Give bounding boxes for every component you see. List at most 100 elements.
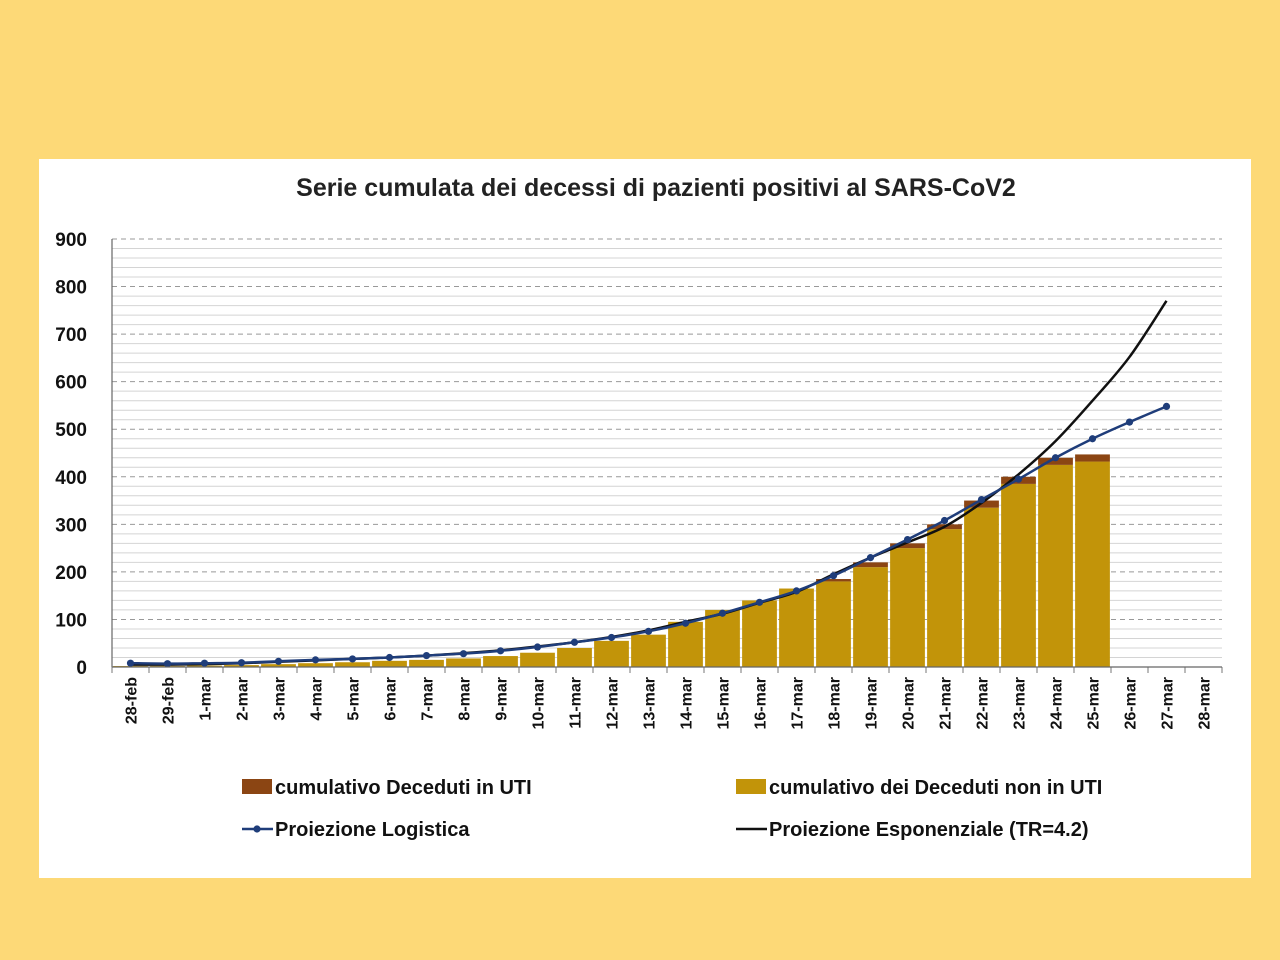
- logistic-projection: [126, 402, 1171, 668]
- bar-non-uti: [298, 663, 333, 667]
- x-tick-label: 12-mar: [605, 677, 622, 729]
- x-tick-label: 11-mar: [568, 677, 585, 729]
- x-tick-label: 5-mar: [346, 677, 363, 721]
- x-tick-label: 19-mar: [864, 677, 881, 729]
- y-axis-ticks: 0 100 200 300 400 500 600 700 800 900: [55, 230, 87, 679]
- logistic-point: [940, 516, 949, 525]
- x-axis-ticks: 28-feb 29-feb 1-mar 2-mar 3-mar 4-mar 5-mar 6-m…: [124, 677, 1214, 730]
- logistic-point: [274, 657, 283, 665]
- chart-card: Serie cumulata dei decessi di pazienti p…: [39, 159, 1251, 878]
- x-tick-label: 6-mar: [383, 677, 400, 721]
- legend-label: Proiezione Logistica: [275, 819, 470, 841]
- chart: Serie cumulata dei decessi di pazienti p…: [55, 174, 1223, 841]
- grid: [111, 238, 1223, 673]
- y-tick-label: 0: [76, 658, 87, 679]
- logistic-point: [866, 554, 875, 562]
- bar-non-uti: [1001, 483, 1036, 667]
- x-tick-label: 17-mar: [790, 677, 807, 729]
- bar-uti: [816, 579, 851, 582]
- y-tick-label: 600: [55, 373, 87, 394]
- bar-non-uti: [964, 507, 999, 667]
- logistic-point: [570, 638, 579, 646]
- logistic-point: [1162, 402, 1171, 410]
- x-tick-label: 21-mar: [938, 677, 955, 729]
- legend-label: cumulativo Deceduti in UTI: [275, 777, 532, 799]
- y-tick-label: 700: [55, 325, 87, 346]
- bar-non-uti: [446, 658, 481, 667]
- x-tick-label: 25-mar: [1086, 677, 1103, 729]
- y-tick-label: 500: [55, 420, 87, 441]
- bar-non-uti: [335, 662, 370, 667]
- logistic-point: [755, 598, 764, 606]
- logistic-point: [163, 660, 172, 668]
- bar-non-uti: [890, 548, 925, 667]
- bar-non-uti: [483, 656, 518, 667]
- bar-non-uti: [705, 609, 740, 667]
- bar-uti: [853, 562, 888, 568]
- legend-swatch: [242, 779, 272, 794]
- logistic-point: [348, 655, 357, 663]
- logistic-point: [644, 627, 653, 635]
- bar-non-uti: [816, 581, 851, 667]
- logistic-point: [422, 651, 431, 660]
- bar-non-uti: [853, 567, 888, 667]
- logistic-point: [1125, 418, 1134, 426]
- x-tick-label: 3-mar: [272, 677, 289, 721]
- bar-non-uti: [668, 621, 703, 667]
- logistic-point: [311, 656, 320, 664]
- x-tick-label: 23-mar: [1012, 677, 1029, 729]
- x-tick-label: 13-mar: [642, 677, 659, 729]
- legend-marker: [253, 825, 261, 833]
- bar-non-uti: [261, 664, 296, 667]
- bar-non-uti: [409, 659, 444, 667]
- x-tick-label: 18-mar: [827, 677, 844, 729]
- x-tick-label: 2-mar: [235, 677, 252, 721]
- legend-label: cumulativo dei Deceduti non in UTI: [769, 777, 1102, 799]
- bar-non-uti: [1075, 461, 1110, 667]
- logistic-point: [792, 587, 801, 595]
- x-tick-label: 14-mar: [679, 677, 696, 729]
- x-tick-label: 26-mar: [1123, 677, 1140, 729]
- x-tick-label: 9-mar: [494, 677, 511, 721]
- logistic-point: [200, 659, 209, 667]
- x-tick-label: 29-feb: [161, 677, 178, 724]
- bar-non-uti: [372, 660, 407, 667]
- x-tick-label: 15-mar: [716, 677, 733, 729]
- logistic-point: [126, 659, 135, 667]
- logistic-point: [977, 496, 986, 504]
- bars: [113, 454, 1110, 667]
- x-tick-label: 22-mar: [975, 677, 992, 729]
- bar-uti: [1075, 454, 1110, 462]
- y-tick-label: 100: [55, 610, 87, 631]
- x-tick-label: 20-mar: [901, 677, 918, 729]
- y-tick-label: 300: [55, 515, 87, 536]
- x-tick-label: 16-mar: [753, 677, 770, 729]
- x-tick-label: 27-mar: [1160, 677, 1177, 729]
- logistic-point: [1088, 435, 1097, 443]
- logistic-point: [533, 643, 542, 651]
- bar-non-uti: [557, 647, 592, 667]
- y-tick-label: 200: [55, 563, 87, 584]
- logistic-point: [718, 609, 727, 617]
- logistic-point: [829, 572, 838, 580]
- x-tick-label: 10-mar: [531, 677, 548, 729]
- logistic-point: [903, 535, 912, 544]
- legend-swatch: [736, 779, 766, 794]
- bar-uti: [890, 543, 925, 549]
- legend-label: Proiezione Esponenziale (TR=4.2): [769, 819, 1089, 841]
- x-tick-label: 4-mar: [309, 677, 326, 721]
- y-tick-label: 900: [55, 230, 87, 251]
- x-tick-label: 7-mar: [420, 677, 437, 721]
- bar-non-uti: [742, 600, 777, 667]
- bar-non-uti: [1038, 464, 1073, 667]
- logistic-point: [681, 619, 690, 627]
- bar-non-uti: [779, 588, 814, 667]
- logistic-point: [385, 653, 394, 662]
- legend: cumulativo Deceduti in UTI cumulativo dei…: [242, 777, 1102, 841]
- logistic-point: [237, 659, 246, 667]
- logistic-point: [496, 647, 505, 655]
- y-tick-label: 800: [55, 278, 87, 299]
- bar-non-uti: [927, 529, 962, 667]
- bar-non-uti: [520, 652, 555, 667]
- x-tick-label: 28-feb: [124, 677, 141, 724]
